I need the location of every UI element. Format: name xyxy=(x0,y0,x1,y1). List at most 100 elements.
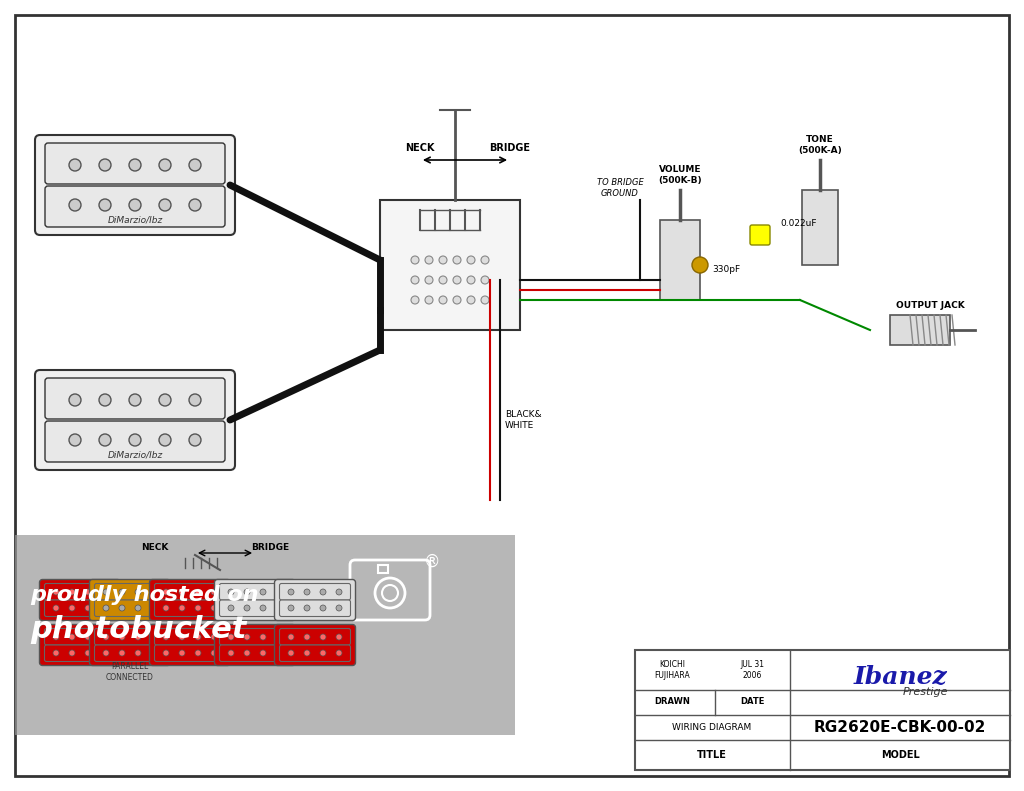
Circle shape xyxy=(189,199,201,211)
FancyBboxPatch shape xyxy=(35,135,234,235)
FancyBboxPatch shape xyxy=(280,629,350,645)
Text: KOICHI
FUJIHARA: KOICHI FUJIHARA xyxy=(654,660,690,679)
Circle shape xyxy=(336,634,342,640)
Circle shape xyxy=(69,605,75,611)
FancyBboxPatch shape xyxy=(219,645,291,661)
Circle shape xyxy=(288,605,294,611)
Circle shape xyxy=(99,159,111,171)
FancyBboxPatch shape xyxy=(219,600,291,616)
Circle shape xyxy=(119,605,125,611)
Circle shape xyxy=(103,589,109,595)
FancyBboxPatch shape xyxy=(44,629,116,645)
Circle shape xyxy=(119,650,125,656)
Circle shape xyxy=(244,650,250,656)
Circle shape xyxy=(260,589,266,595)
Text: DiMarzio/Ibz: DiMarzio/Ibz xyxy=(108,215,163,225)
FancyBboxPatch shape xyxy=(45,143,225,184)
Circle shape xyxy=(411,276,419,284)
FancyBboxPatch shape xyxy=(214,625,296,665)
Circle shape xyxy=(129,199,141,211)
FancyBboxPatch shape xyxy=(155,629,225,645)
Text: proudly hosted on: proudly hosted on xyxy=(30,585,259,605)
Text: NECK: NECK xyxy=(406,143,435,153)
Circle shape xyxy=(163,634,169,640)
FancyBboxPatch shape xyxy=(89,580,171,620)
Bar xyxy=(635,650,1010,770)
Circle shape xyxy=(151,634,157,640)
Text: NECK: NECK xyxy=(141,543,169,552)
FancyBboxPatch shape xyxy=(45,186,225,227)
Circle shape xyxy=(69,589,75,595)
Circle shape xyxy=(53,650,59,656)
FancyBboxPatch shape xyxy=(219,629,291,645)
Circle shape xyxy=(228,589,234,595)
Circle shape xyxy=(425,256,433,264)
Circle shape xyxy=(69,199,81,211)
Circle shape xyxy=(159,394,171,406)
FancyBboxPatch shape xyxy=(94,645,166,661)
Text: 330pF: 330pF xyxy=(712,266,740,274)
FancyBboxPatch shape xyxy=(44,645,116,661)
Circle shape xyxy=(453,296,461,304)
Circle shape xyxy=(163,605,169,611)
Circle shape xyxy=(211,650,217,656)
Text: BLACK&
WHITE: BLACK& WHITE xyxy=(505,411,542,430)
Circle shape xyxy=(211,605,217,611)
Text: DRAWN: DRAWN xyxy=(654,698,690,706)
Circle shape xyxy=(288,634,294,640)
Circle shape xyxy=(129,159,141,171)
Text: BRIDGE: BRIDGE xyxy=(489,143,530,153)
Circle shape xyxy=(453,256,461,264)
FancyBboxPatch shape xyxy=(40,580,121,620)
Circle shape xyxy=(260,605,266,611)
FancyBboxPatch shape xyxy=(94,629,166,645)
FancyBboxPatch shape xyxy=(94,584,166,600)
FancyBboxPatch shape xyxy=(280,600,350,616)
Circle shape xyxy=(179,589,185,595)
Circle shape xyxy=(163,650,169,656)
Circle shape xyxy=(304,605,310,611)
Circle shape xyxy=(260,650,266,656)
Circle shape xyxy=(439,276,447,284)
FancyBboxPatch shape xyxy=(274,580,355,620)
Text: DATE: DATE xyxy=(739,698,764,706)
FancyBboxPatch shape xyxy=(214,580,296,620)
Circle shape xyxy=(467,256,475,264)
Circle shape xyxy=(481,276,489,284)
Text: VOLUME
(500K-B): VOLUME (500K-B) xyxy=(658,165,701,185)
Circle shape xyxy=(69,634,75,640)
Circle shape xyxy=(163,589,169,595)
Circle shape xyxy=(304,634,310,640)
Text: PARALLEL
CONNECTED: PARALLEL CONNECTED xyxy=(106,662,154,682)
FancyBboxPatch shape xyxy=(45,378,225,419)
Circle shape xyxy=(69,650,75,656)
FancyBboxPatch shape xyxy=(45,421,225,462)
Circle shape xyxy=(85,589,91,595)
Circle shape xyxy=(481,296,489,304)
Circle shape xyxy=(439,256,447,264)
Text: 0.022uF: 0.022uF xyxy=(780,218,816,228)
Circle shape xyxy=(336,605,342,611)
Circle shape xyxy=(69,394,81,406)
Bar xyxy=(890,315,950,345)
Circle shape xyxy=(467,296,475,304)
Circle shape xyxy=(101,605,106,611)
Circle shape xyxy=(244,589,250,595)
FancyBboxPatch shape xyxy=(44,600,116,616)
Text: OUTPUT JACK: OUTPUT JACK xyxy=(896,301,965,309)
FancyBboxPatch shape xyxy=(150,625,230,665)
Text: MODEL: MODEL xyxy=(881,750,920,760)
Circle shape xyxy=(692,257,708,273)
Circle shape xyxy=(151,589,157,595)
Circle shape xyxy=(69,434,81,446)
FancyBboxPatch shape xyxy=(280,584,350,600)
FancyBboxPatch shape xyxy=(44,584,116,600)
Circle shape xyxy=(304,650,310,656)
Circle shape xyxy=(53,605,59,611)
Circle shape xyxy=(189,394,201,406)
Circle shape xyxy=(189,434,201,446)
Circle shape xyxy=(159,159,171,171)
Circle shape xyxy=(135,589,141,595)
Circle shape xyxy=(195,650,201,656)
Circle shape xyxy=(453,276,461,284)
